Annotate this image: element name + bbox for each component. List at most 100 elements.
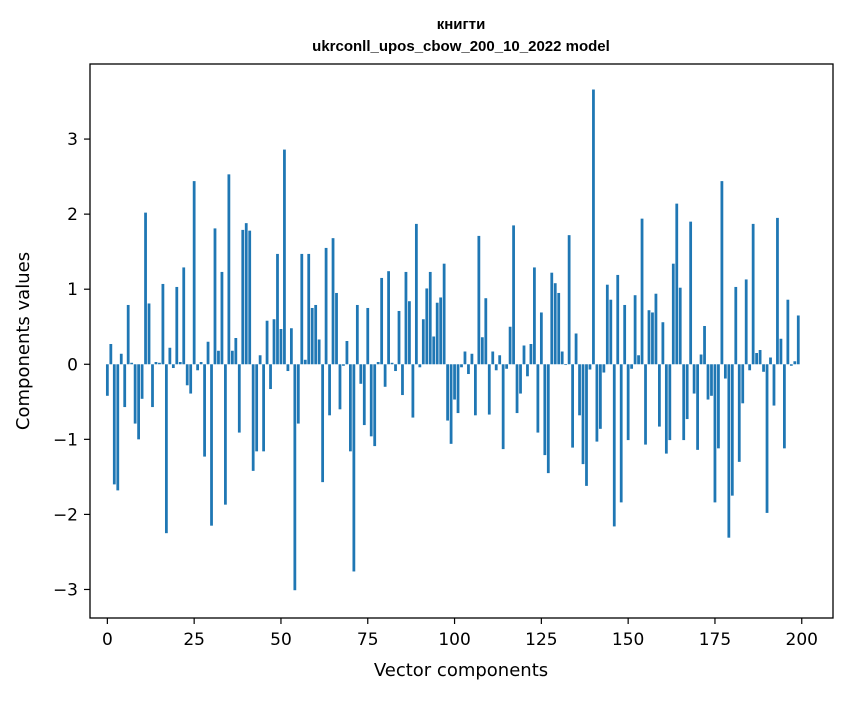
bar [324,247,328,365]
bar [442,263,446,365]
bar [619,364,623,503]
bar [151,364,154,408]
bar [723,364,727,379]
x-tick-label: 125 [525,630,557,650]
bar [658,364,661,427]
bar [644,364,647,445]
bar [439,297,443,365]
bar [588,364,592,370]
bar [529,344,533,365]
bar [230,350,234,365]
bar [633,295,637,365]
bar [498,355,502,365]
bar [303,359,307,365]
bar [706,364,710,400]
bar [109,344,113,365]
bar [783,364,786,449]
bar [630,364,634,369]
bar [581,364,585,465]
x-tick-label: 100 [438,630,470,650]
bar [796,315,800,365]
bar [293,364,297,591]
bar [144,212,147,365]
bar [300,253,304,365]
bar [272,319,276,365]
bar [494,364,498,371]
x-tick-label: 200 [786,630,818,650]
bar [383,364,387,387]
bar [449,364,453,444]
bar [359,364,363,384]
bar [411,364,415,418]
bar [522,345,526,365]
bar [484,298,488,365]
bar [279,328,283,365]
bar [699,354,703,365]
bar [307,253,311,365]
bar [477,235,481,365]
bar [394,364,397,372]
bar [196,364,200,371]
bar [116,364,120,491]
bar [744,279,748,365]
bar [269,364,272,390]
x-tick-label: 0 [102,630,113,650]
bar [310,307,314,365]
bar [741,364,745,404]
bar [390,362,394,365]
bar [435,302,439,365]
bar [616,274,620,365]
y-tick-label: 2 [67,205,78,225]
bar [217,350,220,365]
x-tick-label: 25 [183,630,205,650]
bar [789,364,793,366]
bar [689,221,693,365]
bar [592,89,595,365]
bar [717,364,720,449]
bar [678,287,682,365]
bar [234,338,238,365]
bar [161,283,165,365]
bar [758,350,762,365]
bar [737,364,741,462]
x-tick-label: 50 [270,630,292,650]
bar [640,218,644,365]
x-tick-label: 75 [357,630,379,650]
bar [585,364,588,486]
bar [762,364,765,372]
bar [349,364,352,452]
bar [182,267,186,365]
bar [720,181,724,365]
bar [578,364,581,416]
bar [119,353,123,365]
bar [241,229,245,365]
bar [140,364,144,399]
bar [248,230,252,365]
bar [164,364,168,534]
bar [772,364,776,406]
bar [185,364,189,386]
bar [647,310,651,365]
bar [668,364,672,441]
bar [220,271,224,365]
bar [175,286,179,365]
bar [675,203,679,365]
bar [623,304,627,365]
bar [296,364,300,424]
bar [536,364,540,433]
bar [397,310,401,365]
bar [626,364,630,441]
bar [539,312,543,365]
bar [713,364,717,503]
bar [255,364,259,452]
bar [727,364,731,538]
bar [199,362,203,365]
bar [456,364,460,414]
bar [786,299,790,365]
bar [123,364,127,408]
bar [289,328,293,365]
bar [612,364,616,527]
bar [262,364,265,452]
bar [283,149,286,365]
bar [793,361,797,365]
